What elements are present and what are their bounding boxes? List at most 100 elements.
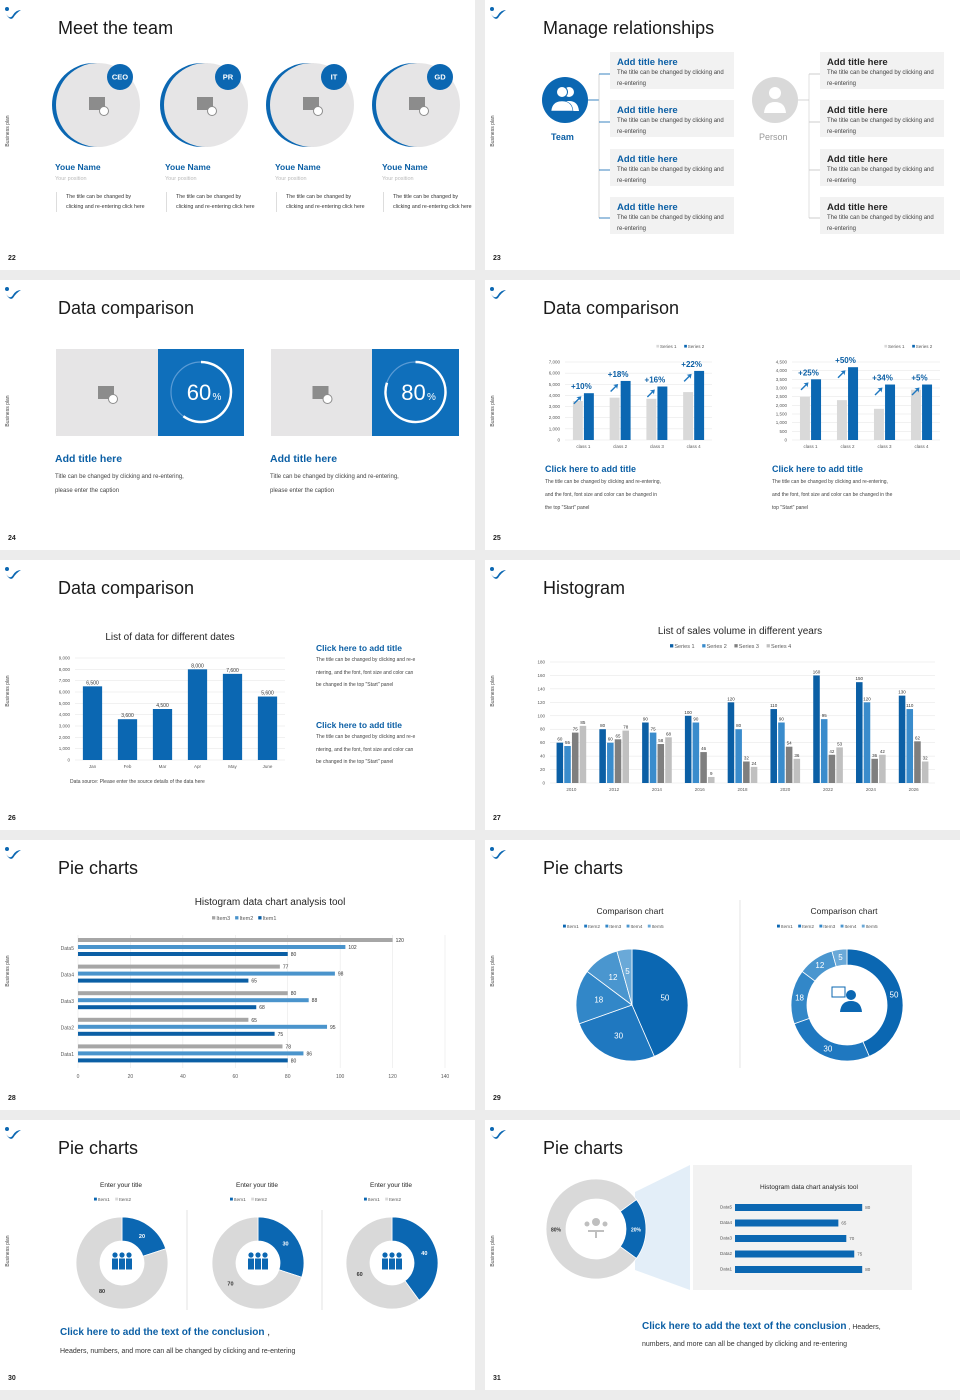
data-label: 80 [736,723,742,728]
legend-label: Item1 [368,1197,380,1203]
progress-unit: % [427,392,436,403]
data-label: 110 [906,703,914,708]
conclusion-title: Click here to add the text of the conclu… [60,1327,265,1338]
data-label: 60 [557,737,563,742]
y-tick-label: 4,000 [776,368,788,373]
legend-label: Item2 [588,924,600,930]
y-tick-label: Data4 [720,1220,733,1225]
legend-swatch [861,924,865,928]
legend-swatch [364,1197,367,1201]
legend-label: Series 4 [771,644,791,650]
slide-title: Histogram [543,578,626,598]
slide-28[interactable]: Business plan 28 Pie charts Histogram da… [0,840,475,1110]
caption-line: Title can be changed by clicking and re-… [270,474,399,480]
connector-lines [542,73,820,219]
card-title: Add title here [827,202,888,213]
data-label: 24 [752,761,758,766]
legend-label: Item1 [263,916,277,922]
y-tick-label: 3,000 [59,724,71,729]
slide-30[interactable]: Business plan 30 Pie charts Enter your t… [0,1120,475,1390]
y-tick-label: 8,000 [59,667,71,672]
bar [78,1031,275,1036]
slice-label: 30 [823,1045,832,1054]
y-tick-label: 1,000 [549,426,561,431]
bar [649,732,657,783]
x-tick-label: 80 [285,1074,291,1080]
logo-icon [490,7,506,19]
role-badge-label: IT [331,73,338,82]
chart-title: Enter your title [236,1182,278,1189]
slide-22[interactable]: Business plan 22 Meet the team CEO PR IT GD… [0,0,475,270]
slide-24[interactable]: Business plan 24 Data comparison 60% 80% … [0,280,475,550]
data-label: 75 [857,1252,863,1257]
bar [735,1250,855,1258]
pie-charts: Comparison chart Item1 Item2 Item3 Item4 Item… [563,900,904,1068]
x-tick-label: class 2 [613,444,628,449]
support-agent-icon [831,986,862,1012]
slide-title: Pie charts [543,1138,624,1158]
bar [78,1024,328,1029]
legend-label: Item2 [802,924,814,930]
body [840,1001,862,1012]
data-label: 80 [291,991,297,997]
head [602,1221,608,1227]
pie-slice [211,1216,303,1310]
body [396,1258,402,1270]
bar [572,401,583,440]
legend-swatch [777,924,780,928]
card-text: The title can be changed by clicking and… [827,215,934,232]
legend-label: Item1 [567,924,579,930]
card-title: Add title here [617,57,678,68]
slice-label: 20 [139,1234,145,1240]
logo-icon [490,567,506,579]
head [126,1252,132,1258]
bar [614,739,622,783]
y-tick-label: 2,500 [776,394,788,399]
slide-23[interactable]: Business plan 23 Manage relationships Te… [485,0,960,270]
data-label: 150 [856,676,864,681]
legend-label: Item1 [234,1197,246,1203]
data-label: 160 [813,669,821,674]
slide-31[interactable]: Business plan 31 Pie charts 20% 80% Histog… [485,1120,960,1390]
legend-label: Item2 [119,1197,131,1203]
data-label: 75 [278,1032,284,1038]
y-tick-label: 2,000 [59,735,71,740]
bar [871,758,878,783]
bar [583,393,594,440]
x-tick-label: class 3 [877,444,892,449]
y-tick-label: 6,000 [549,371,561,376]
card-title: Add title here [617,154,678,165]
slide-25[interactable]: Business plan 25 Data comparison 0 1,000 2… [485,280,960,550]
body [119,1258,125,1270]
slide-29[interactable]: Business plan 29 Pie charts Comparison c… [485,840,960,1110]
bar [700,752,707,783]
bar [735,1204,863,1211]
bar [922,384,933,440]
info-card-person: Add title here The title can be changed b… [820,52,944,89]
chart-title: Enter your title [370,1182,412,1189]
y-tick-label: 140 [537,686,545,691]
bar [694,370,705,440]
x-tick-label: class 4 [914,444,929,449]
legend-swatch [798,924,802,928]
info-card-person: Add title here The title can be changed b… [820,149,944,186]
legend-label: Item3 [216,916,230,922]
member-position: Your position [165,176,197,182]
y-tick-label: 0 [542,781,545,786]
card-text: The title can be changed by clicking and… [617,215,724,232]
y-tick-label: 3,500 [776,377,788,382]
y-tick-label: Data4 [61,972,75,978]
head [389,1252,395,1258]
bar [657,386,668,440]
slide-26[interactable]: Business plan 26 Data comparison List of… [0,560,475,830]
bar [622,730,629,783]
data-label: 7,600 [226,668,239,674]
data-label: 58 [658,738,664,743]
slide-27[interactable]: Business plan 27 Histogram List of sales… [485,560,960,830]
slide-title: Pie charts [58,858,139,878]
member-description: The title can be changed by clicking and… [56,192,146,212]
data-label: 70 [849,1236,855,1241]
data-label: 78 [285,1044,291,1050]
slide-title: Data comparison [58,578,195,598]
page-number: 28 [8,1095,16,1102]
